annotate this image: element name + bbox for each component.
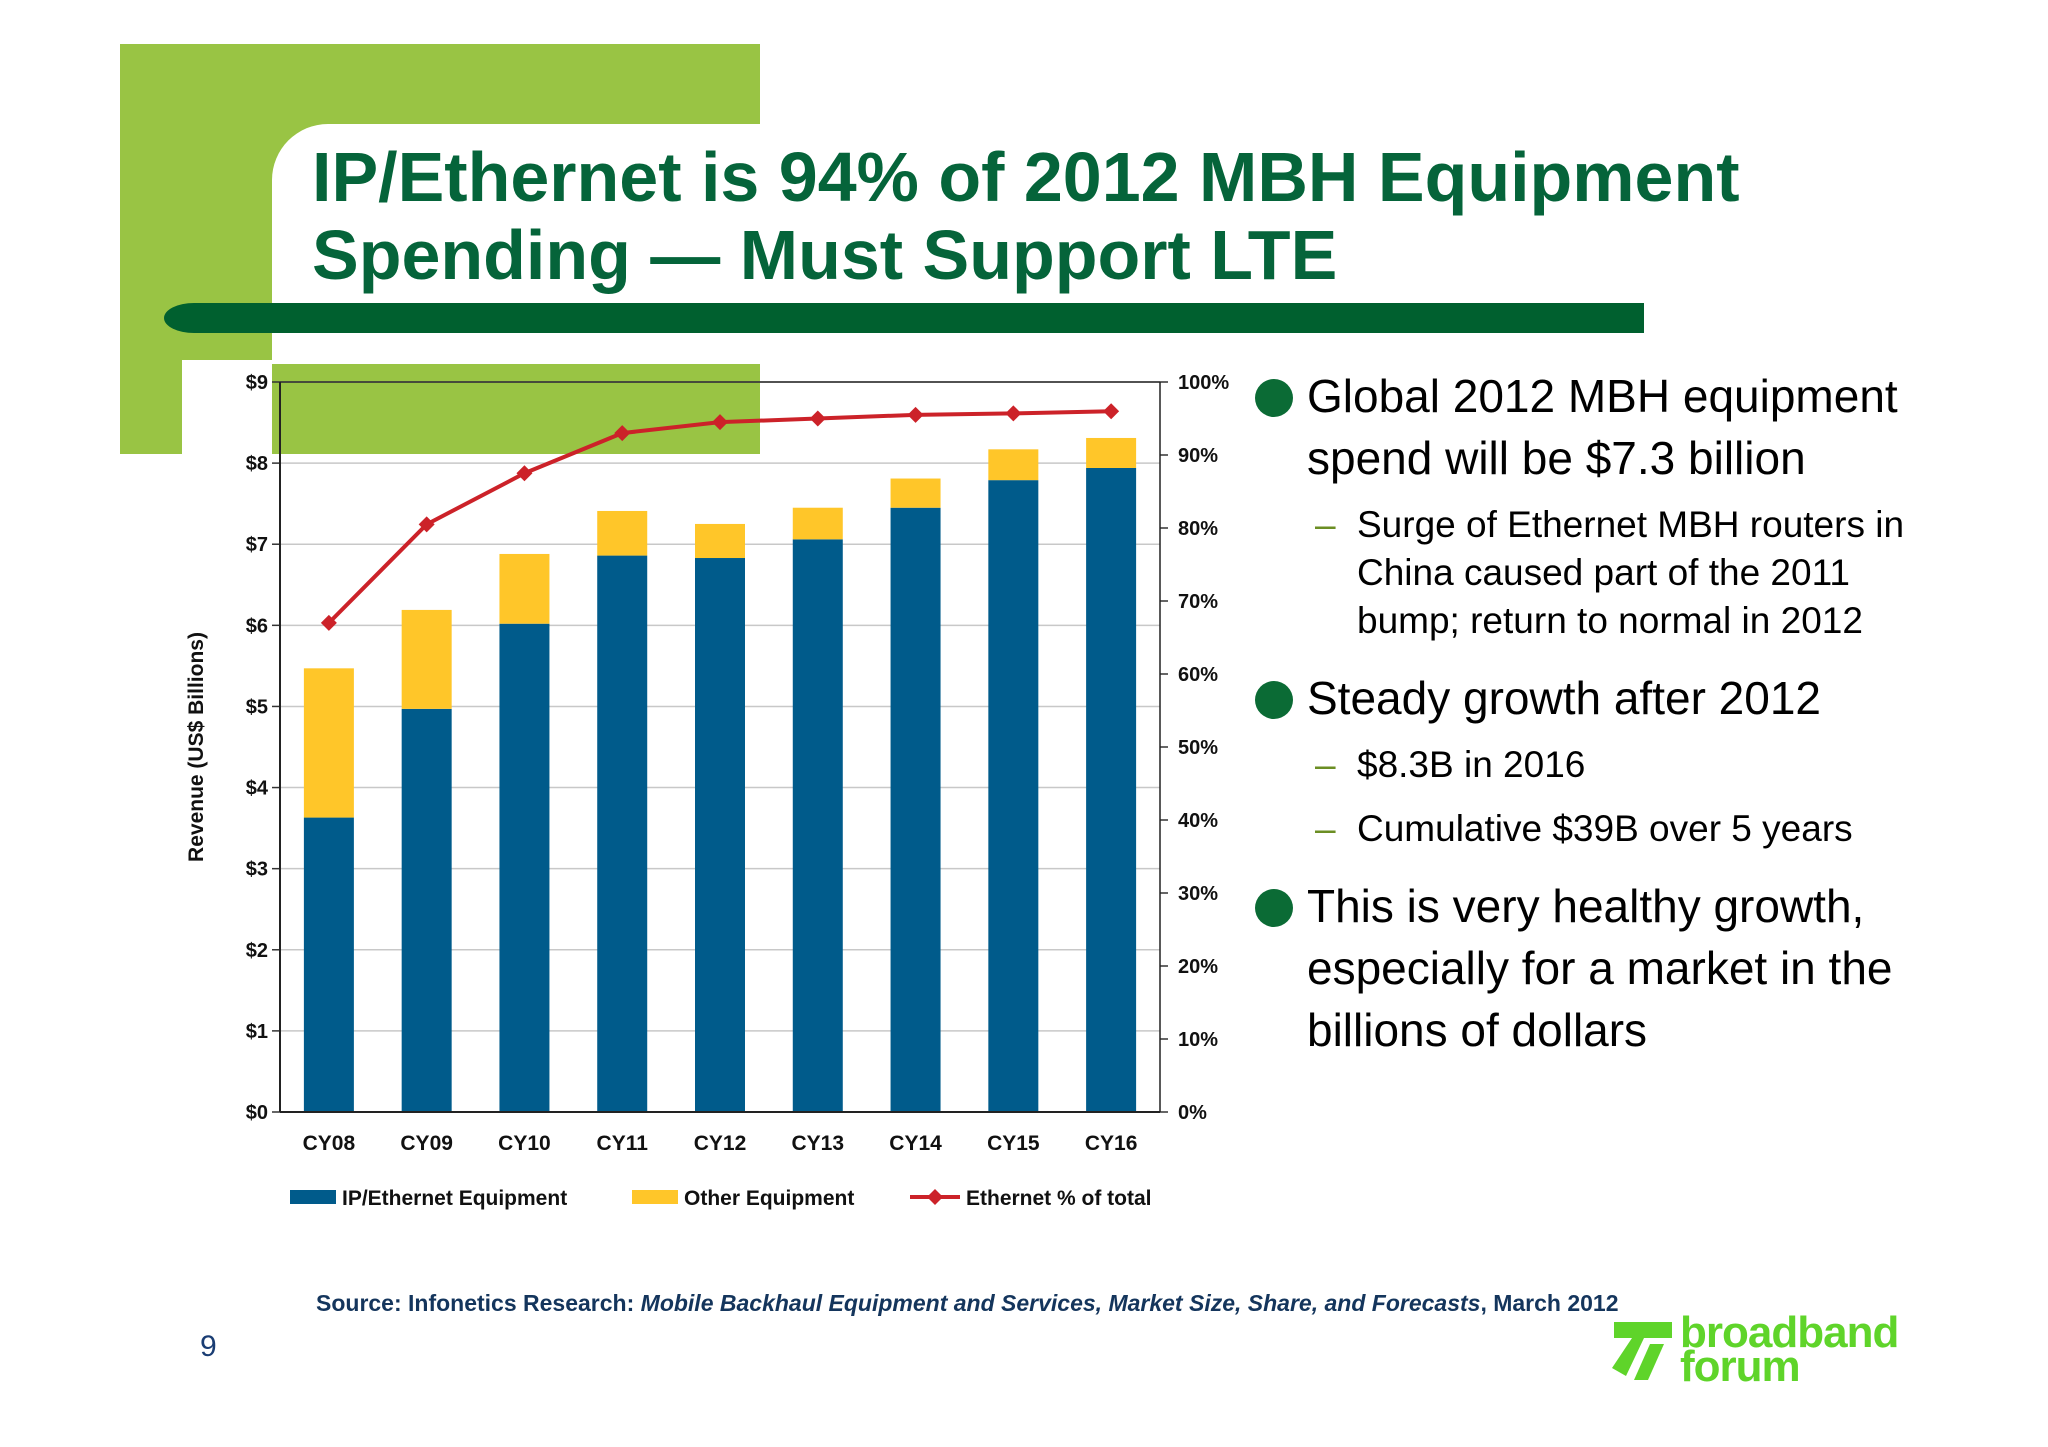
bullet-text: This is very healthy growth, especially … bbox=[1307, 880, 1893, 1056]
ethernet-percent-marker bbox=[1103, 403, 1119, 419]
title-underline-bar bbox=[164, 303, 1644, 333]
x-tick-label: CY14 bbox=[889, 1132, 942, 1155]
bullet-text: Steady growth after 2012 bbox=[1307, 672, 1821, 724]
bar-ip-ethernet bbox=[304, 818, 354, 1112]
y-tick-label: $6 bbox=[246, 615, 268, 637]
bar-other-equipment bbox=[891, 479, 941, 508]
bullet-dot-icon bbox=[1255, 379, 1293, 417]
bullet-dot-icon bbox=[1255, 889, 1293, 927]
slide-title: IP/Ethernet is 94% of 2012 MBH Equipment… bbox=[312, 138, 1872, 294]
y2-tick-label: 40% bbox=[1178, 810, 1218, 832]
y2-tick-label: 0% bbox=[1178, 1102, 1207, 1124]
bar-ip-ethernet bbox=[988, 480, 1038, 1112]
legend-label-ethernet-percent: Ethernet % of total bbox=[966, 1187, 1152, 1210]
bullet-list: Global 2012 MBH equipment spend will be … bbox=[1255, 365, 1955, 1061]
legend-marker-ethernet-percent bbox=[927, 1189, 943, 1205]
x-tick-label: CY09 bbox=[400, 1132, 453, 1155]
bar-other-equipment bbox=[304, 668, 354, 817]
y-tick-label: $9 bbox=[246, 372, 268, 394]
dash-icon: – bbox=[1315, 805, 1336, 853]
y-tick-label: $0 bbox=[246, 1102, 268, 1124]
y2-tick-label: 60% bbox=[1178, 664, 1218, 686]
sub-bullet-2-1: – $8.3B in 2016 bbox=[1255, 741, 1955, 789]
y2-tick-label: 70% bbox=[1178, 591, 1218, 613]
sub-bullet-text: $8.3B in 2016 bbox=[1357, 744, 1585, 785]
x-tick-label: CY10 bbox=[498, 1132, 551, 1155]
ethernet-percent-marker bbox=[614, 425, 630, 441]
bullet-2: Steady growth after 2012 bbox=[1255, 667, 1955, 729]
x-tick-label: CY15 bbox=[987, 1132, 1040, 1155]
bullet-text: Global 2012 MBH equipment spend will be … bbox=[1307, 370, 1898, 484]
ethernet-percent-marker bbox=[712, 414, 728, 430]
y-tick-label: $4 bbox=[246, 778, 269, 800]
sub-bullet-text: Cumulative $39B over 5 years bbox=[1357, 808, 1853, 849]
y2-tick-label: 80% bbox=[1178, 518, 1218, 540]
bar-other-equipment bbox=[988, 449, 1038, 480]
y-axis-title: Revenue (US$ Billions) bbox=[185, 632, 208, 862]
x-tick-label: CY16 bbox=[1085, 1132, 1138, 1155]
legend-swatch-ip-ethernet bbox=[290, 1190, 336, 1204]
y-tick-label: $1 bbox=[246, 1021, 268, 1043]
bar-other-equipment bbox=[1086, 438, 1136, 468]
legend-swatch-other-equipment bbox=[632, 1190, 678, 1204]
y2-tick-label: 90% bbox=[1178, 445, 1218, 467]
bar-other-equipment bbox=[402, 610, 452, 709]
logo-text: broadband forum bbox=[1680, 1316, 1898, 1384]
bar-other-equipment bbox=[499, 554, 549, 624]
bar-ip-ethernet bbox=[1086, 468, 1136, 1112]
source-prefix: Source: Infonetics Research: bbox=[316, 1290, 641, 1316]
dash-icon: – bbox=[1315, 501, 1336, 549]
y2-tick-label: 100% bbox=[1178, 372, 1229, 394]
y-tick-label: $2 bbox=[246, 940, 268, 962]
source-date: , March 2012 bbox=[1480, 1290, 1618, 1316]
ethernet-percent-marker bbox=[908, 407, 924, 423]
bar-ip-ethernet bbox=[499, 624, 549, 1112]
y2-tick-label: 50% bbox=[1178, 737, 1218, 759]
bar-ip-ethernet bbox=[793, 539, 843, 1112]
y-tick-label: $5 bbox=[246, 696, 268, 718]
ethernet-percent-marker bbox=[1005, 405, 1021, 421]
x-tick-label: CY13 bbox=[792, 1132, 845, 1155]
sub-bullet-text: Surge of Ethernet MBH routers in China c… bbox=[1357, 504, 1904, 641]
x-tick-label: CY12 bbox=[694, 1132, 747, 1155]
dash-icon: – bbox=[1315, 741, 1336, 789]
y2-tick-label: 20% bbox=[1178, 956, 1218, 978]
logo-arrow-icon bbox=[1610, 1318, 1676, 1382]
bar-ip-ethernet bbox=[891, 508, 941, 1112]
x-tick-label: CY11 bbox=[597, 1132, 649, 1155]
chart-area: $0 $1 $2 $3 $4 $5 $6 $7 $8 $9 0% 10% 20% 30% 40% 50% 60%… bbox=[160, 360, 1260, 1240]
bullet-3: This is very healthy growth, especially … bbox=[1255, 875, 1955, 1061]
page-number: 9 bbox=[200, 1330, 217, 1364]
bar-ip-ethernet bbox=[402, 709, 452, 1112]
legend-label-ip-ethernet: IP/Ethernet Equipment bbox=[342, 1187, 567, 1210]
bar-other-equipment bbox=[695, 524, 745, 558]
x-tick-label: CY08 bbox=[303, 1132, 356, 1155]
revenue-chart: $0 $1 $2 $3 $4 $5 $6 $7 $8 $9 0% 10% 20% 30% 40% 50% 60%… bbox=[160, 360, 1260, 1240]
broadband-forum-logo: broadband forum bbox=[1610, 1318, 1930, 1388]
bar-other-equipment bbox=[597, 511, 647, 556]
y-tick-label: $3 bbox=[246, 859, 268, 881]
bar-other-equipment bbox=[793, 508, 843, 540]
y-tick-label: $7 bbox=[246, 534, 268, 556]
bullet-dot-icon bbox=[1255, 681, 1293, 719]
y2-tick-label: 30% bbox=[1178, 883, 1218, 905]
source-publication: Mobile Backhaul Equipment and Services, … bbox=[641, 1290, 1481, 1316]
sub-bullet-2-2: – Cumulative $39B over 5 years bbox=[1255, 805, 1955, 853]
bar-ip-ethernet bbox=[597, 556, 647, 1112]
bullet-1: Global 2012 MBH equipment spend will be … bbox=[1255, 365, 1955, 489]
y-tick-label: $8 bbox=[246, 453, 268, 475]
ethernet-percent-marker bbox=[516, 465, 532, 481]
ethernet-percent-marker bbox=[810, 411, 826, 427]
source-note: Source: Infonetics Research: Mobile Back… bbox=[316, 1290, 1816, 1317]
legend-label-other-equipment: Other Equipment bbox=[684, 1187, 854, 1210]
sub-bullet-1-1: – Surge of Ethernet MBH routers in China … bbox=[1255, 501, 1955, 645]
y2-tick-label: 10% bbox=[1178, 1029, 1218, 1051]
bar-ip-ethernet bbox=[695, 558, 745, 1112]
